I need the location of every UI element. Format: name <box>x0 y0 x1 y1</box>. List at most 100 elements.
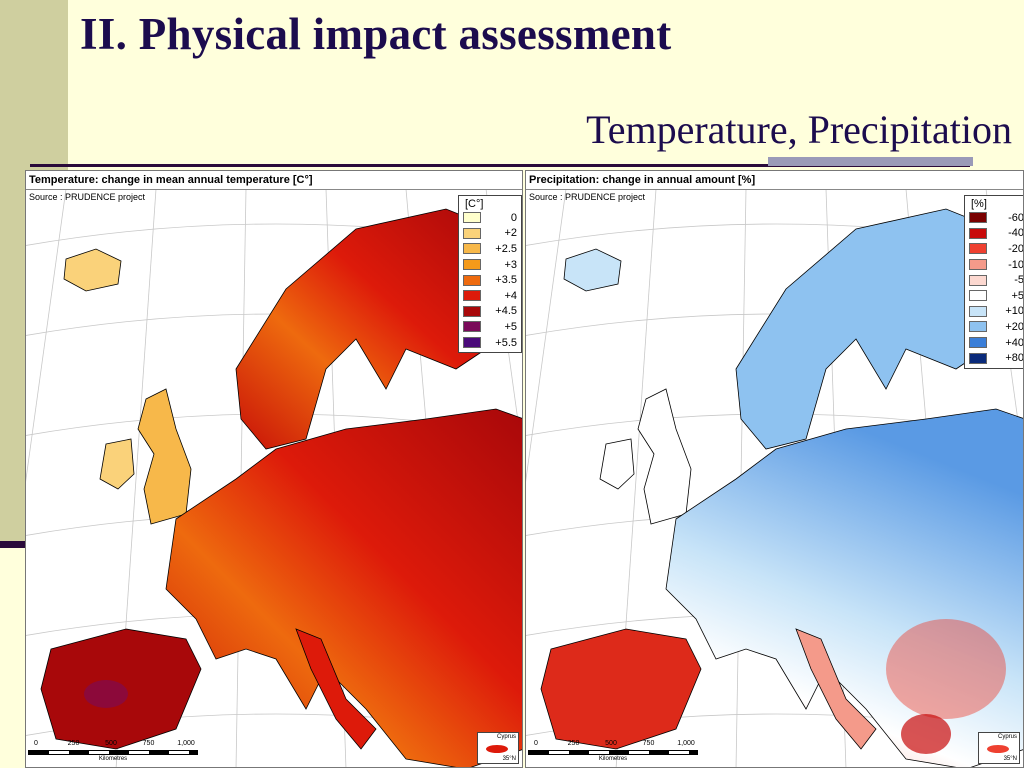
legend-item: +5.5 <box>463 335 517 351</box>
precipitation-map-image <box>526 189 1023 767</box>
legend-item: +5 <box>463 319 517 335</box>
scale-tick-label: 500 <box>105 740 117 747</box>
legend-swatch <box>463 290 481 302</box>
ireland-landmass <box>99 438 135 490</box>
legend-item: +5 <box>969 288 1024 304</box>
temperature-cyprus-inset: Cyprus 35°N <box>477 732 519 764</box>
legend-swatch <box>969 274 987 286</box>
iberia-landmass <box>540 628 702 750</box>
legend-swatch <box>463 243 481 255</box>
iberia-hotspot <box>84 680 128 708</box>
legend-label: +10 <box>1005 305 1024 318</box>
balkans-drying-area <box>886 619 1006 719</box>
scale-bar-line <box>28 750 198 755</box>
legend-label: +3 <box>504 258 517 271</box>
legend-swatch <box>463 227 481 239</box>
scandinavia-landmass <box>735 208 1002 450</box>
legend-label: +3.5 <box>495 274 517 287</box>
italy-landmass <box>795 628 877 750</box>
legend-label: +4 <box>504 289 517 302</box>
legend-swatch <box>969 352 987 364</box>
legend-item: +80 <box>969 350 1024 366</box>
legend-item: +2.5 <box>463 241 517 257</box>
scale-bar-unit: Kilometres <box>598 756 628 762</box>
legend-swatch <box>969 243 987 255</box>
precipitation-scale-bar: 0 250 500 750 1,000 Kilometres <box>528 740 698 764</box>
legend-label: +4.5 <box>495 305 517 318</box>
scale-tick-label: 0 <box>534 740 538 747</box>
legend-label: -60 <box>1008 211 1024 224</box>
legend-item: 0 <box>463 210 517 226</box>
iceland-landmass <box>563 248 622 292</box>
temperature-map-image <box>26 189 522 767</box>
ireland-landmass <box>599 438 635 490</box>
subtitle-divider <box>30 164 970 167</box>
scale-bar-line <box>528 750 698 755</box>
inset-coordinate: 35°N <box>502 756 516 762</box>
legend-swatch <box>463 259 481 271</box>
britain-landmass <box>137 388 192 525</box>
legend-swatch <box>463 321 481 333</box>
scale-tick-label: 1,000 <box>677 740 695 747</box>
legend-label: +80 <box>1005 352 1024 365</box>
cyprus-island <box>486 745 508 753</box>
legend-label: -40 <box>1008 227 1024 240</box>
inset-coordinate: 35°N <box>1003 756 1017 762</box>
inset-label: Cyprus <box>496 734 516 740</box>
legend-swatch <box>969 212 987 224</box>
legend-swatch <box>463 337 481 349</box>
precipitation-map-header: Precipitation: change in annual amount [… <box>526 171 1023 190</box>
legend-label: +2.5 <box>495 242 517 255</box>
legend-item: +40 <box>969 335 1024 351</box>
legend-swatch <box>969 290 987 302</box>
legend-label: 0 <box>510 211 517 224</box>
legend-item: -60 <box>969 210 1024 226</box>
subtitle-accent-bar <box>768 157 973 166</box>
legend-label: -20 <box>1008 242 1024 255</box>
precipitation-map-panel: Precipitation: change in annual amount [… <box>525 170 1024 768</box>
legend-item: +3 <box>463 257 517 273</box>
legend-swatch <box>463 274 481 286</box>
legend-swatch <box>969 259 987 271</box>
temperature-map-panel: Temperature: change in mean annual tempe… <box>25 170 523 768</box>
temperature-map-header: Temperature: change in mean annual tempe… <box>26 171 522 190</box>
legend-item: +10 <box>969 304 1024 320</box>
cyprus-island <box>987 745 1009 753</box>
legend-swatch <box>969 321 987 333</box>
scandinavia-landmass <box>235 208 502 450</box>
legend-swatch <box>969 305 987 317</box>
temperature-map-source: Source : PRUDENCE project <box>29 192 146 202</box>
slide-subtitle: Temperature, Precipitation <box>586 107 1012 152</box>
precipitation-cyprus-inset: Cyprus 35°N <box>978 732 1020 764</box>
legend-item: +20 <box>969 319 1023 335</box>
legend-item: -10 <box>969 257 1024 273</box>
legend-item: -40 <box>969 226 1024 242</box>
legend-swatch <box>463 305 481 317</box>
temperature-legend: [C°] 0 +2 +2.5 +3 +3.5 +4 +4.5 +5 +5.5 <box>458 195 522 354</box>
legend-label: -5 <box>1014 274 1024 287</box>
scale-tick-label: 750 <box>142 740 155 747</box>
legend-label: +40 <box>1005 336 1024 349</box>
legend-label: +2 <box>504 227 517 240</box>
scale-tick-label: 1,000 <box>177 740 195 747</box>
slide-title: II. Physical impact assessment <box>80 9 672 59</box>
scale-tick-label: 0 <box>34 740 38 747</box>
legend-item: +4 <box>463 288 517 304</box>
precipitation-legend: [%] -60 -40 -20 -10 -5 +5 +10 +20 +40 +80 <box>964 195 1024 369</box>
legend-item: +2 <box>463 226 517 242</box>
iceland-landmass <box>63 248 122 292</box>
legend-swatch <box>463 212 481 224</box>
legend-label: -10 <box>1008 258 1024 271</box>
scale-tick-label: 500 <box>605 740 617 747</box>
legend-swatch <box>969 337 987 349</box>
legend-item: +4.5 <box>463 304 517 320</box>
precipitation-legend-unit: [%] <box>971 198 987 210</box>
legend-item: -5 <box>969 272 1024 288</box>
scale-tick-label: 250 <box>67 740 80 747</box>
legend-label: +5 <box>504 320 517 333</box>
legend-label: +5.5 <box>495 336 517 349</box>
legend-label: +5 <box>1011 289 1024 302</box>
temperature-legend-unit: [C°] <box>465 198 484 210</box>
scale-tick-label: 750 <box>642 740 655 747</box>
scale-bar-unit: Kilometres <box>98 756 128 762</box>
